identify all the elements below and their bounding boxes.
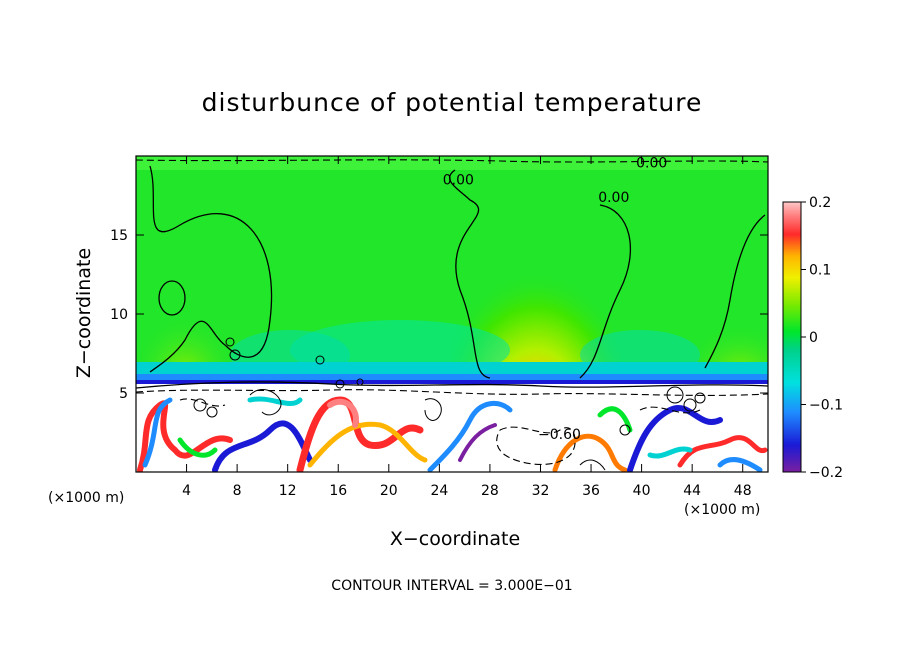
contour-label: 0.00 (443, 173, 474, 189)
contour-label: 0.00 (598, 190, 629, 206)
x-tick-label: 12 (279, 483, 297, 499)
chart-title: disturbunce of potential temperature (201, 88, 703, 117)
x-tick-label: 48 (734, 483, 752, 499)
x-tick-label: 36 (582, 483, 600, 499)
x-unit-right: (×1000 m) (684, 502, 761, 518)
x-tick-label: 44 (683, 483, 701, 499)
colorbar-tick-label: −0.1 (809, 398, 843, 414)
x-tick-label: 24 (430, 483, 448, 499)
x-tick-label: 16 (329, 483, 347, 499)
y-tick-label: 10 (110, 307, 128, 323)
colorbar-tick-label: 0.1 (809, 263, 831, 279)
y-ticks: 5 10 15 (110, 228, 768, 402)
colorbar-tick-label: −0.2 (809, 465, 843, 481)
colorbar-ticks: 0.2 0.1 0 −0.1 −0.2 (801, 195, 843, 481)
x-tick-label: 28 (481, 483, 499, 499)
colorbar-tick-label: 0 (809, 330, 818, 346)
x-tick-label: 32 (532, 483, 550, 499)
colorbar-tick-label: 0.2 (809, 195, 831, 211)
y-tick-label: 15 (110, 228, 128, 244)
x-tick-label: 20 (380, 483, 398, 499)
contour-label: −0.60 (538, 427, 581, 443)
colorbar (782, 201, 802, 473)
contour-interval: CONTOUR INTERVAL = 3.000E−01 (331, 578, 573, 594)
contour-label: 0.00 (636, 155, 667, 171)
y-tick-label: 5 (119, 386, 128, 402)
x-axis-label: X−coordinate (389, 528, 521, 550)
x-tick-label: 40 (633, 483, 651, 499)
contour-labels: 0.00 0.00 0.00 −0.60 (443, 155, 668, 443)
x-tick-label: 8 (233, 483, 242, 499)
x-unit-left: (×1000 m) (48, 490, 125, 506)
x-ticks: 4 8 12 16 20 24 28 32 36 40 44 48 (182, 156, 752, 499)
x-tick-label: 4 (182, 483, 191, 499)
